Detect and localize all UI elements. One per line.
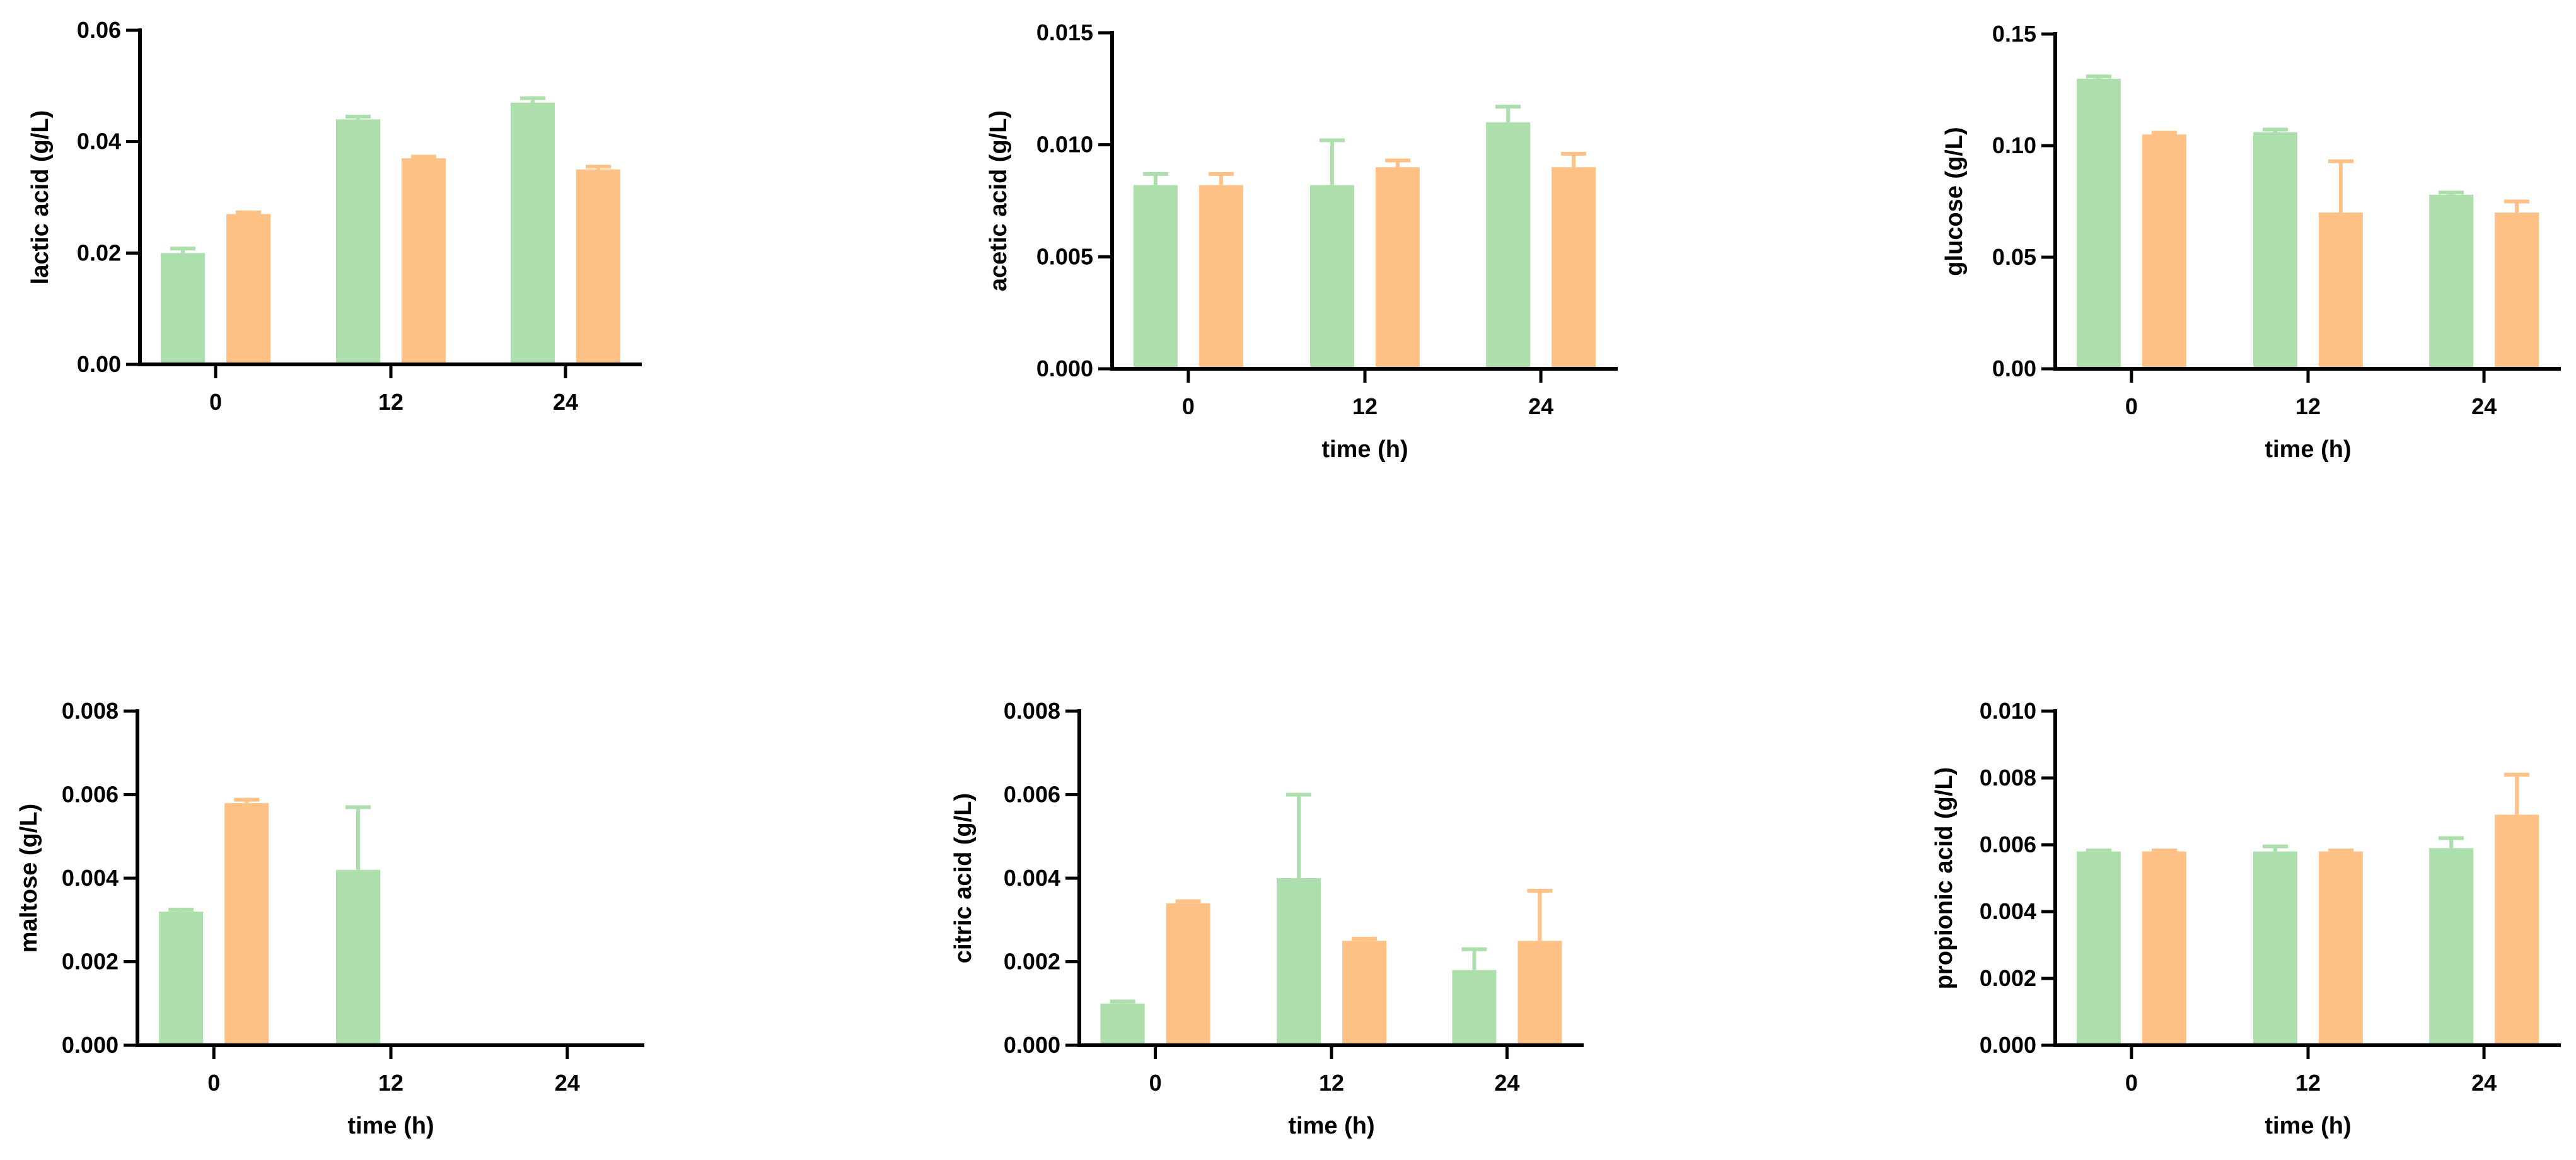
y-tick-label-5-4: 0.008: [1980, 765, 2036, 791]
y-tick-label-5-3: 0.006: [1980, 832, 2036, 857]
bar-4-1-2: [1517, 941, 1562, 1045]
bar-0-1-1: [402, 158, 446, 364]
bar-1-0-1: [1310, 185, 1354, 369]
y-tick-label-0-2: 0.04: [77, 129, 121, 154]
bar-4-0-1: [1277, 878, 1321, 1045]
x-axis-label-2: time (h): [2265, 436, 2351, 463]
bar-5-0-2: [2429, 848, 2474, 1045]
bar-4-1-1: [1342, 941, 1386, 1045]
bar-4-0-0: [1100, 1003, 1145, 1045]
bar-5-1-1: [2319, 851, 2363, 1045]
bar-4-1-0: [1166, 903, 1210, 1045]
bar-0-1-0: [226, 214, 270, 364]
y-tick-label-2-1: 0.05: [1992, 244, 2036, 270]
x-axis-label-4: time (h): [1288, 1113, 1374, 1139]
bar-0-0-1: [336, 119, 380, 365]
y-tick-label-1-3: 0.015: [1036, 20, 1093, 45]
bar-2-1-0: [2142, 134, 2186, 369]
y-tick-label-4-3: 0.006: [1004, 782, 1060, 808]
y-axis-label-0: lactic acid (g/L): [27, 110, 54, 285]
x-tick-label-0-1: 12: [378, 389, 403, 415]
bar-1-0-0: [1133, 185, 1178, 369]
y-tick-label-3-3: 0.006: [62, 782, 119, 808]
x-axis-label-3: time (h): [347, 1113, 434, 1139]
x-tick-label-4-2: 24: [1494, 1070, 1519, 1096]
x-tick-label-2-1: 12: [2295, 393, 2321, 419]
x-tick-label-5-1: 12: [2295, 1070, 2321, 1096]
y-tick-label-5-2: 0.004: [1980, 898, 2036, 924]
bar-5-1-2: [2495, 815, 2539, 1045]
y-tick-label-5-5: 0.010: [1980, 698, 2036, 724]
y-tick-label-4-4: 0.008: [1004, 698, 1060, 724]
y-tick-label-1-2: 0.010: [1036, 132, 1093, 158]
y-axis-label-4: citric acid (g/L): [950, 793, 977, 963]
y-tick-label-3-2: 0.004: [62, 865, 119, 891]
bar-3-0-0: [159, 912, 204, 1045]
bar-0-1-2: [576, 169, 620, 364]
bar-2-0-2: [2429, 194, 2474, 369]
bar-2-1-1: [2319, 212, 2363, 369]
y-tick-label-3-1: 0.002: [62, 949, 119, 975]
bar-1-1-0: [1198, 185, 1243, 369]
x-tick-label-5-0: 0: [2125, 1070, 2138, 1096]
y-tick-label-0-0: 0.00: [77, 351, 121, 377]
bar-3-0-1: [336, 869, 380, 1045]
bar-1-1-2: [1552, 167, 1596, 369]
bar-2-0-1: [2253, 132, 2297, 369]
bar-2-0-0: [2076, 78, 2121, 369]
x-axis-label-1: time (h): [1321, 436, 1408, 463]
y-axis-label-1: acetic acid (g/L): [985, 110, 1012, 291]
y-axis-label-5: propionic acid (g/L): [1931, 767, 1958, 990]
x-tick-label-1-2: 24: [1528, 393, 1553, 419]
y-tick-label-2-2: 0.10: [1992, 132, 2036, 158]
y-tick-label-0-1: 0.02: [77, 240, 121, 265]
y-tick-label-4-1: 0.002: [1004, 949, 1060, 975]
x-tick-label-1-0: 0: [1182, 393, 1195, 419]
y-tick-label-3-0: 0.000: [62, 1032, 119, 1058]
bar-5-0-0: [2076, 851, 2121, 1045]
y-tick-label-5-0: 0.000: [1980, 1032, 2036, 1058]
y-tick-label-1-1: 0.005: [1036, 243, 1093, 269]
bar-5-0-1: [2253, 851, 2297, 1045]
bar-4-0-2: [1452, 970, 1497, 1045]
y-tick-label-2-0: 0.00: [1992, 356, 2036, 381]
y-axis-label-3: maltose (g/L): [16, 804, 42, 953]
bar-5-1-0: [2142, 851, 2186, 1045]
x-tick-label-4-1: 12: [1319, 1070, 1344, 1096]
y-tick-label-2-3: 0.15: [1992, 21, 2036, 47]
y-axis-label-2: glucose (g/L): [1941, 127, 1968, 276]
bar-2-1-2: [2495, 212, 2539, 369]
x-tick-label-1-1: 12: [1352, 393, 1378, 419]
y-tick-label-0-3: 0.06: [77, 17, 121, 43]
y-tick-label-1-0: 0.000: [1036, 356, 1093, 381]
bar-1-1-1: [1376, 167, 1420, 369]
bar-0-0-0: [161, 253, 205, 364]
bar-3-1-0: [224, 803, 269, 1045]
x-tick-label-5-2: 24: [2471, 1070, 2497, 1096]
x-tick-label-3-2: 24: [555, 1070, 580, 1096]
y-tick-label-3-4: 0.008: [62, 698, 119, 724]
x-tick-label-2-2: 24: [2471, 393, 2497, 419]
x-tick-label-0-0: 0: [209, 389, 222, 415]
x-tick-label-2-0: 0: [2125, 393, 2138, 419]
x-tick-label-3-1: 12: [378, 1070, 403, 1096]
x-tick-label-0-2: 24: [553, 389, 578, 415]
x-tick-label-3-0: 0: [207, 1070, 220, 1096]
x-tick-label-4-0: 0: [1149, 1070, 1162, 1096]
x-axis-label-5: time (h): [2265, 1113, 2351, 1139]
y-tick-label-5-1: 0.002: [1980, 965, 2036, 991]
bar-0-0-2: [511, 102, 555, 365]
y-tick-label-4-2: 0.004: [1004, 865, 1060, 891]
bar-1-0-2: [1486, 122, 1531, 369]
y-tick-label-4-0: 0.000: [1004, 1032, 1060, 1058]
